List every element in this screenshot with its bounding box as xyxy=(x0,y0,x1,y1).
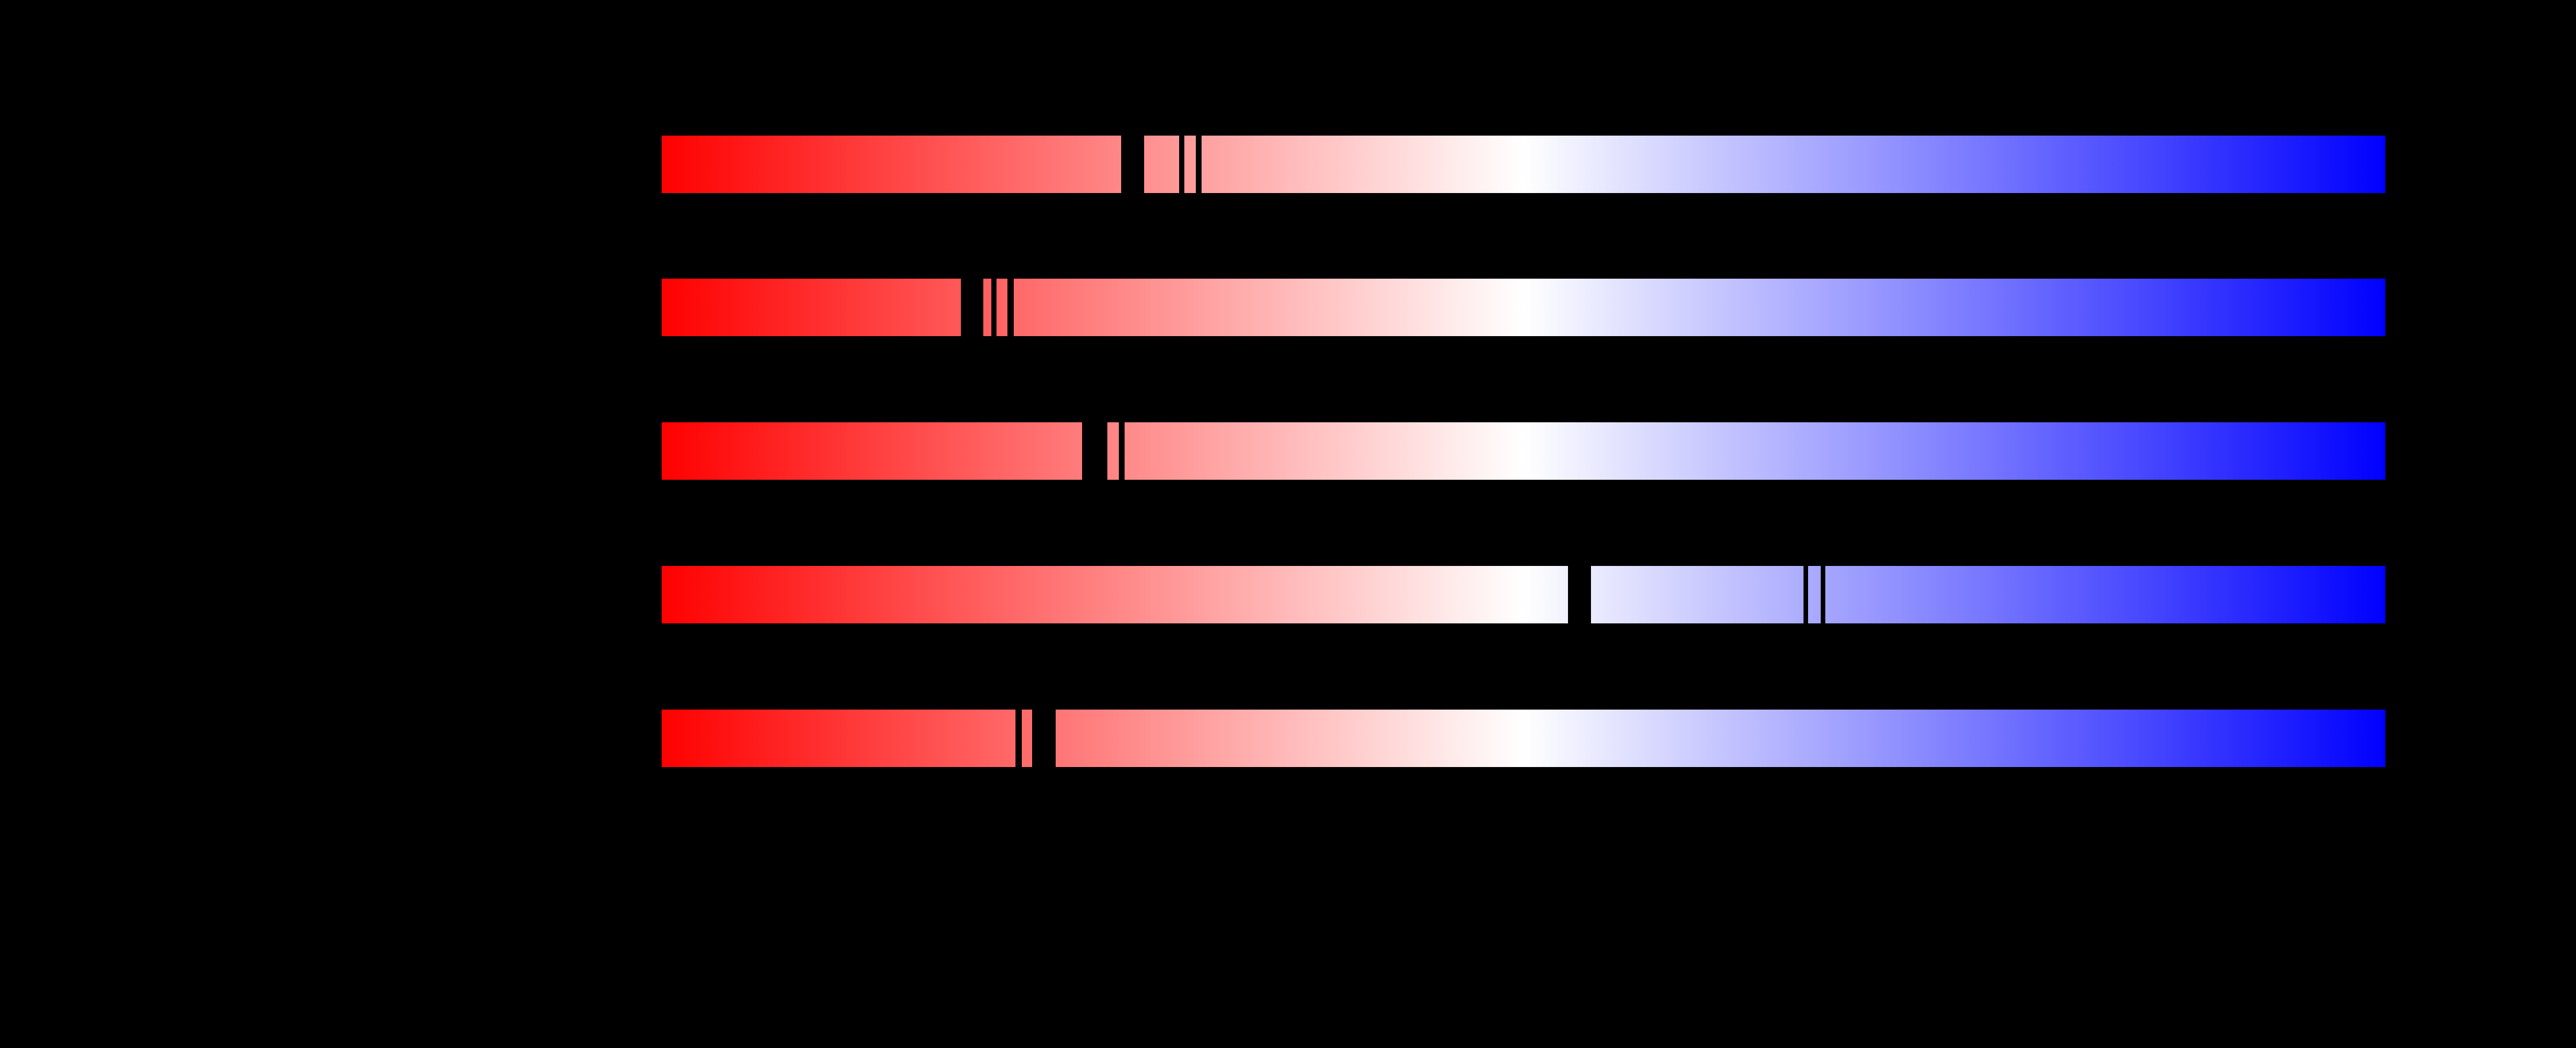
thin-tick-mark xyxy=(1821,565,1825,624)
thin-tick-mark xyxy=(1196,135,1202,194)
gradient-bar-row-3 xyxy=(662,422,2385,480)
thick-tick-mark xyxy=(1082,422,1107,480)
gradient-bar-row-1 xyxy=(662,135,2385,194)
thin-tick-mark xyxy=(1179,135,1184,194)
gradient-bar-row-2 xyxy=(662,278,2385,337)
gradient-bar-row-5 xyxy=(662,709,2385,768)
thin-tick-mark xyxy=(991,278,997,337)
thin-tick-mark xyxy=(1803,565,1808,624)
thin-tick-mark xyxy=(1015,709,1022,768)
thin-tick-mark xyxy=(1007,278,1014,337)
thick-tick-mark xyxy=(1121,135,1144,194)
thin-tick-mark xyxy=(1119,422,1125,480)
thick-tick-mark xyxy=(1568,565,1591,624)
thick-tick-mark xyxy=(961,278,983,337)
gradient-bar-row-4 xyxy=(662,565,2385,624)
thick-tick-mark xyxy=(1032,709,1056,768)
